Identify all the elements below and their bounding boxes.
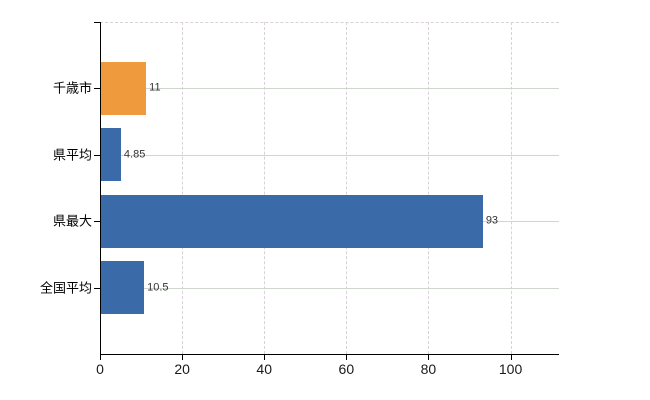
y-axis-tick bbox=[94, 154, 100, 156]
x-axis-tick bbox=[428, 355, 430, 360]
bar-value-label: 4.85 bbox=[123, 148, 146, 161]
horizontal-gridline bbox=[100, 154, 559, 156]
x-tick-label: 40 bbox=[256, 361, 273, 377]
category-label: 県最大 bbox=[52, 213, 92, 229]
vertical-gridline bbox=[346, 22, 348, 354]
x-axis-tick bbox=[346, 355, 348, 360]
x-axis-line bbox=[100, 354, 559, 355]
x-tick-label: 100 bbox=[498, 361, 523, 377]
horizontal-gridline bbox=[100, 88, 559, 90]
vertical-gridline bbox=[182, 22, 184, 354]
bar[interactable] bbox=[101, 128, 121, 182]
bar-value-label: 10.5 bbox=[147, 281, 169, 294]
category-label: 全国平均 bbox=[39, 280, 92, 296]
vertical-gridline bbox=[264, 22, 266, 354]
vertical-gridline bbox=[428, 22, 430, 354]
category-label: 千歳市 bbox=[52, 80, 92, 96]
bar-value-label: 93 bbox=[485, 214, 499, 227]
y-axis-tick bbox=[94, 22, 100, 23]
category-label: 県平均 bbox=[52, 147, 92, 163]
bar[interactable] bbox=[101, 61, 147, 115]
vertical-gridline bbox=[510, 22, 512, 354]
x-tick-label: 60 bbox=[338, 361, 355, 377]
x-tick-label: 20 bbox=[174, 361, 190, 377]
y-axis-tick bbox=[94, 221, 100, 223]
plot-top-border bbox=[100, 22, 559, 23]
bar-value-label: 11 bbox=[149, 81, 161, 94]
y-axis-tick bbox=[94, 88, 100, 90]
x-axis-tick bbox=[182, 355, 184, 360]
y-axis-tick bbox=[94, 287, 100, 289]
bar[interactable] bbox=[101, 194, 483, 248]
x-axis-tick bbox=[510, 355, 512, 360]
x-tick-label: 80 bbox=[420, 361, 437, 377]
x-tick-label: 0 bbox=[96, 361, 104, 377]
plot-area: 11 4.85 93 10.5 bbox=[94, 22, 559, 360]
x-axis-tick bbox=[264, 355, 266, 360]
x-axis-tick bbox=[100, 355, 101, 360]
bar[interactable] bbox=[101, 261, 145, 315]
horizontal-gridline bbox=[100, 287, 559, 289]
y-axis-line bbox=[100, 22, 101, 355]
